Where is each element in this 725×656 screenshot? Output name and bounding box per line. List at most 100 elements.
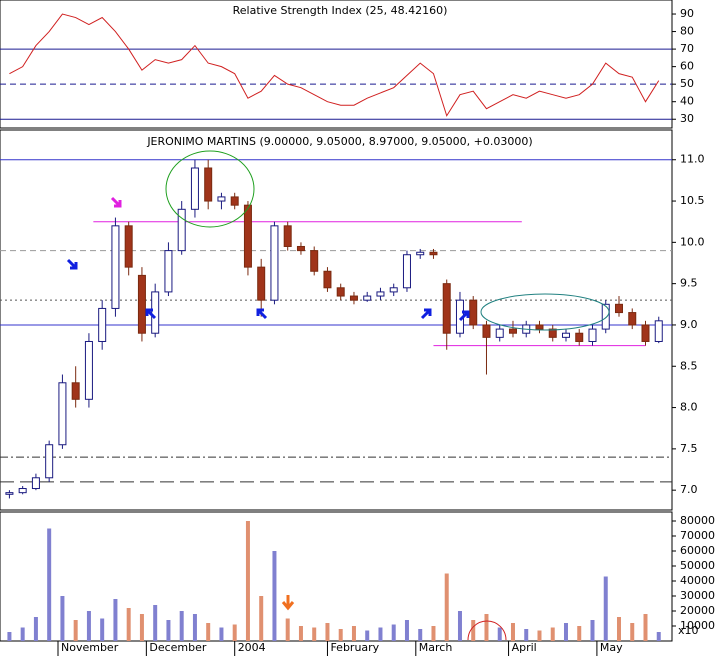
arrow: [110, 196, 122, 208]
candle-body: [429, 251, 438, 256]
candle-body: [230, 196, 239, 206]
volume-bar: [391, 624, 396, 641]
y-tick-label: 30: [680, 112, 694, 125]
y-tick-label: 50: [680, 77, 694, 90]
candle-body: [190, 167, 199, 210]
candle-body: [5, 492, 14, 495]
volume-bar: [563, 623, 568, 641]
rsi-panel: [0, 0, 673, 129]
candle-body: [270, 225, 279, 301]
candle-body: [84, 340, 93, 400]
candle-body: [495, 328, 504, 338]
volume-bar: [113, 599, 118, 641]
volume-bar: [471, 620, 476, 641]
volume-bar: [192, 614, 197, 641]
volume-bar: [206, 623, 211, 641]
arrow: [281, 595, 295, 611]
y-tick-label: 70000: [680, 529, 715, 542]
candle-body: [628, 312, 637, 326]
x-tick-label: February: [330, 641, 379, 654]
volume-bar: [630, 623, 635, 641]
candle-body: [217, 196, 226, 202]
volume-bar: [338, 629, 343, 641]
volume-bar: [444, 573, 449, 641]
candle-body: [349, 295, 358, 301]
candle-body: [588, 328, 597, 342]
volume-panel: [0, 511, 673, 642]
circle-annotation: [480, 293, 610, 331]
candle-body: [124, 225, 133, 268]
volume-bar: [616, 617, 621, 641]
y-tick-label: 80: [680, 25, 694, 38]
volume-bar: [73, 620, 78, 641]
volume-bar: [524, 629, 529, 641]
volume-bar: [603, 576, 608, 641]
volume-bar: [126, 608, 131, 641]
volume-bar: [457, 611, 462, 641]
rsi-line: [9, 13, 660, 117]
y-tick-label: 10000: [680, 619, 715, 632]
volume-bar: [166, 620, 171, 641]
candle-body: [98, 307, 107, 342]
price-panel: [0, 129, 673, 511]
y-tick-label: 10.5: [680, 194, 705, 207]
volume-bar: [298, 626, 303, 641]
candle-body: [416, 251, 425, 256]
y-tick-label: 9.0: [680, 318, 698, 331]
volume-bar: [577, 626, 582, 641]
candle-body: [508, 328, 517, 334]
arrows: [66, 258, 470, 322]
volume-bar: [656, 632, 661, 641]
volume-bar: [60, 596, 65, 641]
candle-body: [575, 332, 584, 342]
y-tick-label: 20000: [680, 604, 715, 617]
volume-bar: [431, 626, 436, 641]
candle-body: [137, 274, 146, 334]
candle-body: [31, 477, 40, 490]
volume-bar: [100, 618, 105, 641]
candle-body: [469, 299, 478, 326]
y-tick-label: 8.5: [680, 359, 698, 372]
y-tick-label: 9.5: [680, 277, 698, 290]
volume-bar: [497, 627, 502, 641]
y-tick-label: 90: [680, 7, 694, 20]
x-tick-label: December: [149, 641, 207, 654]
volume-bar: [404, 620, 409, 641]
y-tick-label: 60: [680, 60, 694, 73]
circle-annotation: [165, 150, 255, 228]
volume-multiplier: x10: [678, 624, 699, 637]
candle-body: [243, 204, 252, 268]
x-tick-label: March: [419, 641, 453, 654]
volume-bar: [351, 626, 356, 641]
y-tick-label: 40000: [680, 574, 715, 587]
volume-bar: [33, 617, 38, 641]
candle-body: [535, 324, 544, 330]
candle-body: [257, 266, 266, 301]
x-tick-label: May: [600, 641, 623, 654]
volume-bar: [259, 596, 264, 641]
volume-bar: [590, 620, 595, 641]
x-tick-label: November: [61, 641, 119, 654]
volume-bar: [643, 614, 648, 641]
volume-bar: [7, 632, 12, 641]
annotations: [66, 150, 610, 641]
price-title: JERONIMO MARTINS (9.00000, 9.05000, 8.97…: [146, 135, 532, 148]
candle-body: [442, 283, 451, 334]
volume-bar: [418, 629, 423, 641]
candle-body: [310, 250, 319, 272]
candle-body: [376, 291, 385, 297]
y-tick-label: 40: [680, 95, 694, 108]
volume-bar: [153, 605, 158, 641]
candle-body: [58, 382, 67, 446]
candle-body: [283, 225, 292, 247]
volume-bar: [272, 551, 277, 641]
volume-bar: [245, 521, 250, 641]
volume-bar: [232, 624, 237, 641]
y-tick-label: 60000: [680, 544, 715, 557]
candle-body: [614, 303, 623, 314]
candle-body: [548, 328, 557, 338]
volume-bar: [484, 614, 489, 641]
candle-body: [323, 270, 332, 289]
candle-body: [363, 295, 372, 301]
